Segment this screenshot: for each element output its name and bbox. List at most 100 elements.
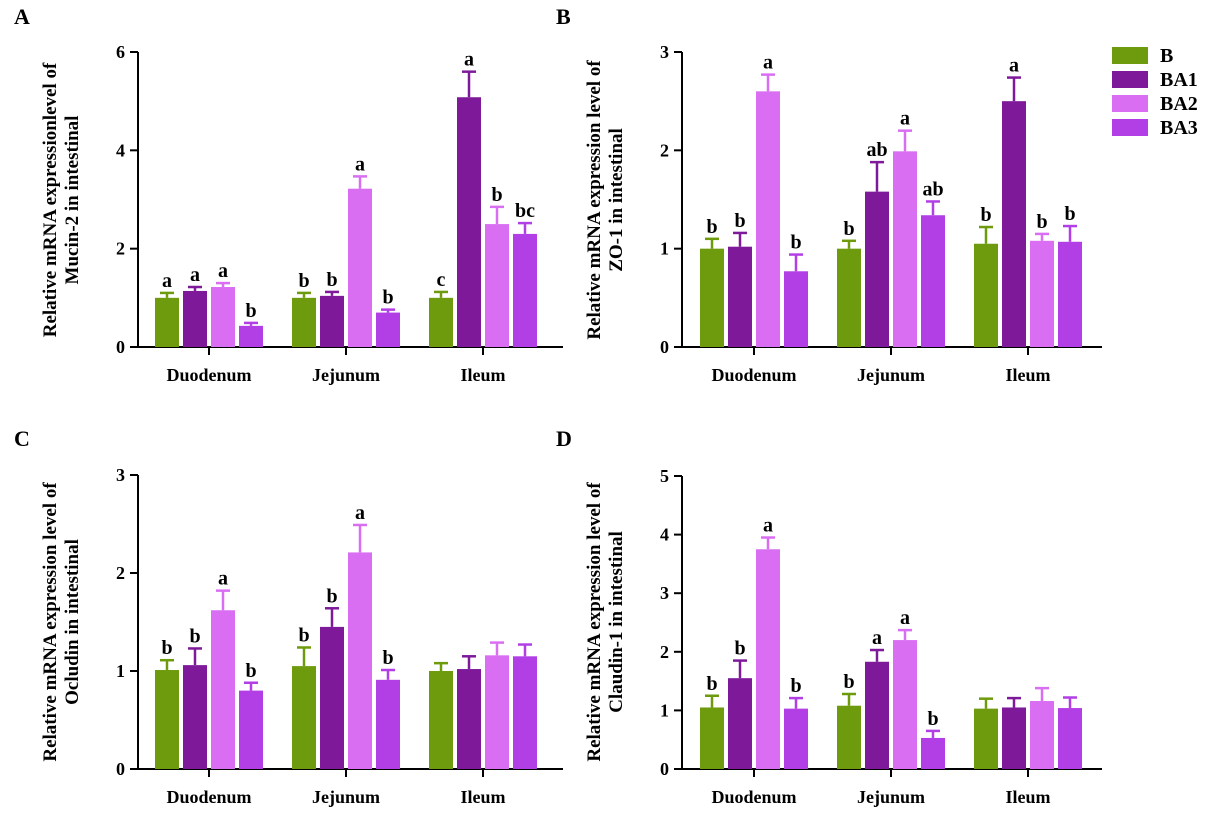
bar-ba3 [376, 312, 400, 347]
y-tick-label: 3 [116, 465, 125, 485]
significance-label: a [355, 502, 365, 524]
bar-ba3 [921, 737, 945, 769]
bar-ba3 [921, 215, 945, 347]
significance-label: b [298, 624, 309, 646]
significance-label: b [843, 671, 854, 693]
bar-ba3 [239, 690, 263, 769]
x-tick-label: Ileum [1006, 365, 1051, 385]
significance-label: a [355, 153, 365, 175]
significance-label: b [734, 210, 745, 232]
y-axis-label-line: Relative mRNA expression level of [584, 60, 605, 340]
bar-ba3 [1058, 708, 1082, 769]
significance-label: b [980, 204, 991, 226]
significance-label: b [189, 625, 200, 647]
bar-b [292, 297, 316, 347]
y-tick-label: 2 [660, 642, 669, 662]
bar-ba2 [893, 640, 917, 769]
x-tick-label: Jejunum [857, 365, 925, 385]
x-tick-label: Duodenum [711, 787, 796, 807]
bar-ba1 [1002, 707, 1026, 769]
panel-c: C Relative mRNA expression level ofOcludi… [14, 426, 563, 807]
y-axis-label-line: ZO-1 in intestinal [606, 128, 627, 272]
y-axis-label-line: Claudin-1 in intestinal [606, 531, 627, 713]
panel-letter: A [14, 4, 30, 29]
panel-letter: B [556, 4, 571, 29]
bar-ba1 [183, 665, 207, 769]
bar-ba1 [320, 295, 344, 347]
bar-b [700, 248, 724, 347]
significance-label: a [900, 607, 910, 629]
significance-label: b [843, 218, 854, 240]
y-tick-label: 3 [660, 583, 669, 603]
y-axis-label-line: Mucin-2 in intestinal [62, 116, 83, 285]
bar-b [155, 670, 179, 769]
y-tick-label: 4 [660, 525, 669, 545]
y-tick-label: 4 [116, 140, 125, 160]
significance-label: a [190, 264, 200, 286]
significance-label: b [734, 638, 745, 660]
legend-label-ba1: BA1 [1160, 69, 1198, 91]
y-axis-label-line: Relative mRNA expression level of [584, 482, 605, 762]
bar-ba2 [211, 287, 235, 347]
y-axis-label: Relative mRNA expression level ofOcludin… [40, 482, 83, 762]
x-tick-label: Ileum [461, 787, 506, 807]
y-tick-label: 0 [116, 759, 125, 779]
bar-ba3 [784, 271, 808, 347]
legend-swatch-ba1 [1112, 71, 1148, 88]
y-axis-label: Relative mRNA expression level ofClaudin… [584, 482, 627, 762]
bar-b [429, 671, 453, 769]
legend-label-ba3: BA3 [1160, 117, 1198, 139]
y-tick-label: 5 [660, 466, 669, 486]
significance-label: ab [922, 178, 943, 200]
bar-b [429, 297, 453, 347]
bar-b [837, 248, 861, 347]
significance-label: b [382, 647, 393, 669]
significance-label: b [1036, 211, 1047, 233]
bar-ba2 [893, 151, 917, 347]
significance-label: a [218, 260, 228, 282]
x-tick-label: Ileum [461, 365, 506, 385]
significance-label: c [437, 269, 446, 291]
significance-label: bc [515, 200, 535, 222]
significance-label: b [1064, 203, 1075, 225]
panel-letter: C [14, 426, 30, 451]
y-axis-label-line: Relative mRNA expressionlevel of [40, 62, 61, 337]
bar-ba2 [348, 552, 372, 769]
significance-label: b [790, 675, 801, 697]
bar-b [837, 705, 861, 769]
bar-ba1 [865, 661, 889, 769]
significance-label: a [1009, 55, 1019, 77]
y-axis-label: Relative mRNA expressionlevel ofMucin-2 … [40, 62, 83, 337]
significance-label: b [245, 660, 256, 682]
legend-label-ba2: BA2 [1160, 93, 1198, 115]
significance-label: b [382, 287, 393, 309]
bar-b [292, 666, 316, 769]
bar-ba1 [320, 626, 344, 769]
y-tick-label: 0 [660, 337, 669, 357]
bar-ba3 [513, 233, 537, 347]
bar-ba3 [239, 325, 263, 347]
significance-label: a [900, 108, 910, 130]
bar-ba2 [211, 610, 235, 769]
bar-b [700, 707, 724, 769]
significance-label: b [706, 216, 717, 238]
y-tick-label: 2 [660, 140, 669, 160]
bar-ba1 [1002, 101, 1026, 348]
significance-label: a [763, 52, 773, 74]
significance-label: b [706, 673, 717, 695]
significance-label: b [298, 270, 309, 292]
y-tick-label: 1 [660, 239, 669, 259]
x-tick-label: Duodenum [166, 787, 251, 807]
y-tick-label: 2 [116, 563, 125, 583]
y-tick-label: 6 [116, 42, 125, 62]
bar-ba3 [376, 679, 400, 769]
bar-ba2 [1030, 701, 1054, 769]
bar-ba2 [756, 91, 780, 347]
significance-label: b [927, 708, 938, 730]
significance-label: b [245, 300, 256, 322]
y-tick-label: 1 [660, 700, 669, 720]
bar-ba1 [457, 669, 481, 769]
y-axis-label-line: Ocludin in intestinal [62, 539, 83, 705]
x-tick-label: Jejunum [312, 365, 380, 385]
